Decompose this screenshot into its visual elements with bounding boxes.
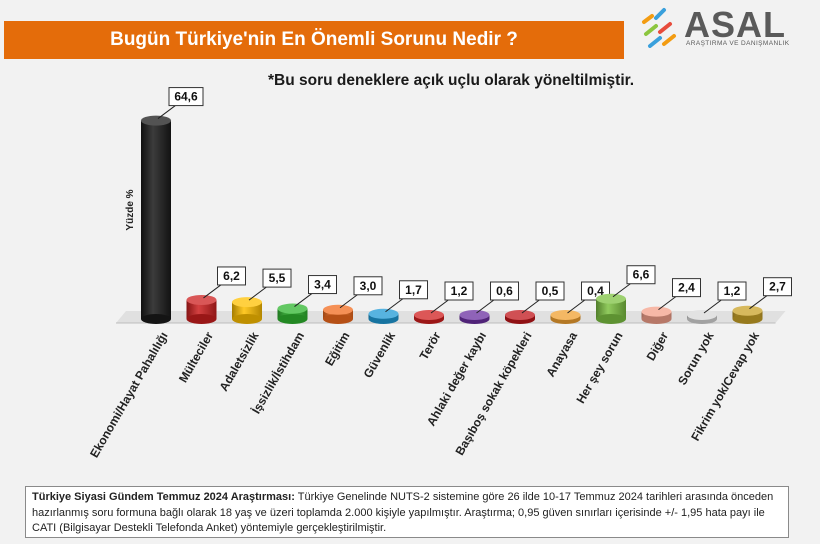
value-label-9: 0,4 [587,284,604,298]
category-label-12: Sorun yok [675,329,717,387]
bar-1 [186,299,217,319]
survey-note: *Bu soru deneklere açık uçlu olarak yöne… [268,72,635,89]
value-label-5: 1,7 [405,283,422,297]
bar-3 [277,308,308,319]
value-box-6 [444,281,474,301]
bar-base-10 [596,314,626,324]
title-banner: Bugün Türkiye'nin En Önemli Sorunu Nedir… [4,21,624,59]
bar-top-13 [732,305,763,316]
value-label-3: 3,4 [314,278,331,292]
bar-top-3 [277,303,308,314]
value-label-12: 1,2 [724,284,741,298]
category-label-1: Mülteciler [176,329,216,385]
value-label-10: 6,6 [633,268,650,282]
logo-stroke [648,36,662,48]
bar-base-0 [141,314,171,324]
value-label-1: 6,2 [223,269,240,283]
category-label-10: Her şey sorun [573,330,625,406]
asal-logo: ASAL ARAŞTIRMA VE DANIŞMANLIK [640,4,810,52]
bar-base-13 [732,314,763,324]
bar-top-0 [141,115,171,126]
logo-name: ASAL [684,4,786,45]
methodology-footer: Türkiye Siyasi Gündem Temmuz 2024 Araştı… [25,486,789,538]
bar-top-1 [186,294,217,305]
value-label-6: 1,2 [451,284,468,298]
category-label-4: Eğitim [322,330,352,369]
value-label-11: 2,4 [678,281,695,295]
bar-top-6 [414,310,444,320]
bar-top-10 [596,293,626,304]
bar-0 [141,120,171,319]
value-leader-13 [749,293,770,310]
bar-base-3 [277,314,308,324]
category-label-6: Terör [417,329,444,362]
category-label-9: Anayasa [543,329,580,379]
value-box-2 [262,268,292,288]
value-box-12 [717,281,747,301]
value-box-5 [399,280,428,300]
footer-description: Türkiye Genelinde NUTS-2 sistemine göre … [32,491,774,534]
bar-base-11 [641,314,672,324]
value-box-8 [535,281,565,301]
bar-top-12 [687,310,717,320]
logo-stroke [662,34,676,46]
bar-chart: Yüzde % 64,6 Ekonomi/Hayat Pahalılığı 6,2 Mü… [87,87,792,461]
logo-subtitle: ARAŞTIRMA VE DANIŞMANLIK [686,40,790,47]
logo-stroke [642,14,654,24]
value-box-4 [353,276,383,296]
value-label-0: 64,6 [174,90,198,104]
bar-10 [596,298,626,319]
bar-top-5 [368,308,399,319]
bar-top-2 [232,297,262,308]
value-box-11 [672,278,701,298]
value-box-0 [168,87,204,107]
logo-stroke [654,8,666,20]
bar-top-4 [323,304,353,315]
value-label-4: 3,0 [360,279,377,293]
bar-top-8 [505,310,535,320]
category-label-2: Adaletsizlik [216,329,261,393]
category-label-5: Güvenlik [361,329,399,380]
bar-top-11 [641,306,672,317]
bar-top-7 [459,310,490,320]
bar-base-4 [323,314,353,324]
value-label-8: 0,5 [542,284,559,298]
value-box-13 [763,277,792,297]
category-label-0: Ekonomi/Hayat Pahalılığı [87,330,170,461]
value-box-1 [217,266,246,286]
value-box-3 [308,275,337,295]
value-label-7: 0,6 [496,284,513,298]
page-title: Bugün Türkiye'nin En Önemli Sorunu Nedir… [110,29,518,50]
logo-stroke [644,24,658,36]
value-box-7 [490,281,519,301]
value-label-13: 2,7 [769,280,786,294]
logo-stroke [658,22,672,34]
bar-top-9 [550,310,581,320]
bar-base-2 [232,314,262,324]
logo-mark-icon [642,8,676,48]
value-leader-1 [203,282,224,299]
value-label-2: 5,5 [269,271,286,285]
y-axis-label: Yüzde % [125,189,136,230]
footer-survey-name: Türkiye Siyasi Gündem Temmuz 2024 Araştı… [32,491,295,503]
bar-base-1 [186,314,217,324]
category-label-11: Diğer [644,329,672,363]
value-box-10 [626,265,656,285]
